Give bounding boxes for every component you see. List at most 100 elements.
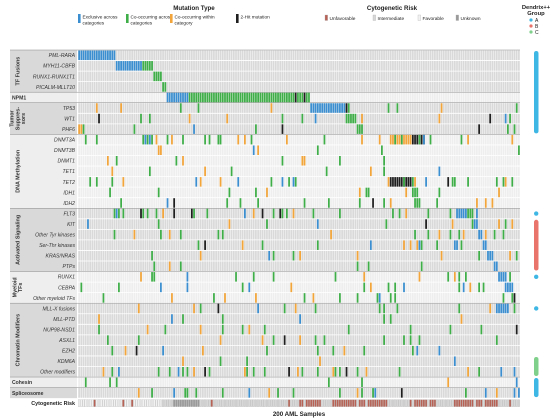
risk-cell (159, 399, 162, 407)
legend-group-dot-A (529, 18, 533, 22)
risk-cell (144, 399, 147, 407)
risk-cell (111, 399, 114, 407)
mutation-cell (228, 187, 231, 198)
mutation-cell (515, 103, 518, 113)
mutation-cell (345, 113, 348, 124)
mutation-cell (285, 92, 288, 103)
mutation-cell (95, 177, 98, 187)
mutation-cell (279, 92, 282, 103)
risk-cell (155, 399, 158, 407)
mutation-cell (261, 335, 264, 345)
mutation-cell (124, 345, 127, 356)
mutation-cell (394, 134, 397, 145)
category-text-3-0: DNA Methylation (15, 150, 21, 193)
legend-group-label-B: B (535, 24, 539, 30)
mutation-cell (188, 113, 191, 124)
risk-cell (460, 399, 463, 407)
mutation-cell (484, 388, 487, 398)
mutation-cell (398, 177, 401, 187)
mutation-cell (467, 367, 469, 377)
mutation-cell (361, 124, 363, 134)
risk-cell (489, 399, 492, 407)
mutation-cell (221, 324, 224, 335)
mutation-cell (153, 261, 156, 272)
mutation-cell (266, 345, 268, 356)
mutation-cell (392, 208, 394, 219)
mutation-cell (146, 61, 149, 71)
mutation-cell (281, 177, 284, 187)
risk-cell (482, 399, 485, 407)
mutation-cell (398, 208, 401, 219)
risk-cell (380, 399, 383, 407)
mutation-cell (204, 134, 206, 145)
mutation-cell (312, 208, 315, 219)
risk-cell (422, 399, 425, 407)
mutation-cell (456, 208, 458, 219)
row-label-16: KIT (67, 222, 76, 228)
mutation-cell (89, 50, 92, 61)
legend-group-label-A: A (535, 18, 539, 24)
mutation-cell (146, 208, 149, 219)
mutation-cell (396, 177, 399, 187)
mutation-cell (109, 187, 111, 198)
mutation-cell (217, 92, 220, 103)
mutation-cell (113, 229, 116, 240)
mutation-cell (248, 282, 251, 293)
risk-cell (148, 399, 151, 407)
mutation-cell (151, 272, 153, 282)
mutation-cell (188, 92, 191, 103)
mutation-cell (327, 198, 330, 208)
row-label-22: CEBPA (58, 285, 75, 291)
mutation-cell (385, 219, 388, 229)
mutation-cell (330, 103, 332, 113)
mutation-cell (356, 293, 359, 303)
mutation-cell (213, 92, 215, 103)
risk-cell (330, 399, 333, 407)
mutation-cell (416, 134, 419, 145)
risk-cell (394, 399, 397, 407)
mutation-cell (418, 272, 421, 282)
mutation-cell (462, 208, 465, 219)
legend-risk-swatch-3 (455, 14, 459, 21)
row-label-24: MLL-X fusions (42, 306, 75, 312)
mutation-cell (277, 92, 279, 103)
mutation-cell (299, 250, 302, 261)
risk-cell (367, 399, 370, 407)
mutation-cell (418, 240, 421, 250)
mutation-cell (387, 282, 390, 293)
category-label-5: Myeloid TFs (13, 277, 25, 297)
mutation-cell (142, 208, 145, 219)
mutation-cell (228, 219, 231, 229)
mutation-cell (162, 82, 164, 92)
mutation-cell (500, 303, 503, 314)
mutation-cell (411, 187, 414, 198)
row-label-9: DNMT3B (54, 148, 76, 154)
risk-cell (334, 399, 337, 407)
mutation-cell (418, 335, 421, 345)
mutation-cell (334, 272, 337, 282)
mutation-cell (148, 113, 151, 124)
mutation-cell (255, 124, 257, 134)
risk-cell (414, 399, 417, 407)
mutation-cell (405, 177, 408, 187)
mutation-cell (409, 177, 412, 187)
mutation-cell (403, 134, 405, 145)
mutation-cell (206, 92, 209, 103)
mutation-cell (270, 103, 273, 113)
risk-cell (358, 399, 361, 407)
risk-cell (184, 399, 187, 407)
mutation-cell (157, 219, 160, 229)
mutation-cell (208, 134, 211, 145)
mutation-cell (237, 134, 240, 145)
risk-cell (91, 399, 94, 407)
mutation-cell (398, 134, 401, 145)
mutation-cell (182, 92, 184, 103)
mutation-cell (469, 208, 472, 219)
risk-cell (237, 399, 240, 407)
mutation-cell (160, 71, 162, 82)
mutation-cell (204, 166, 206, 177)
mutation-cell (493, 229, 496, 240)
risk-cell (500, 399, 503, 407)
mutation-cell (164, 82, 167, 92)
mutation-cell (115, 208, 118, 219)
